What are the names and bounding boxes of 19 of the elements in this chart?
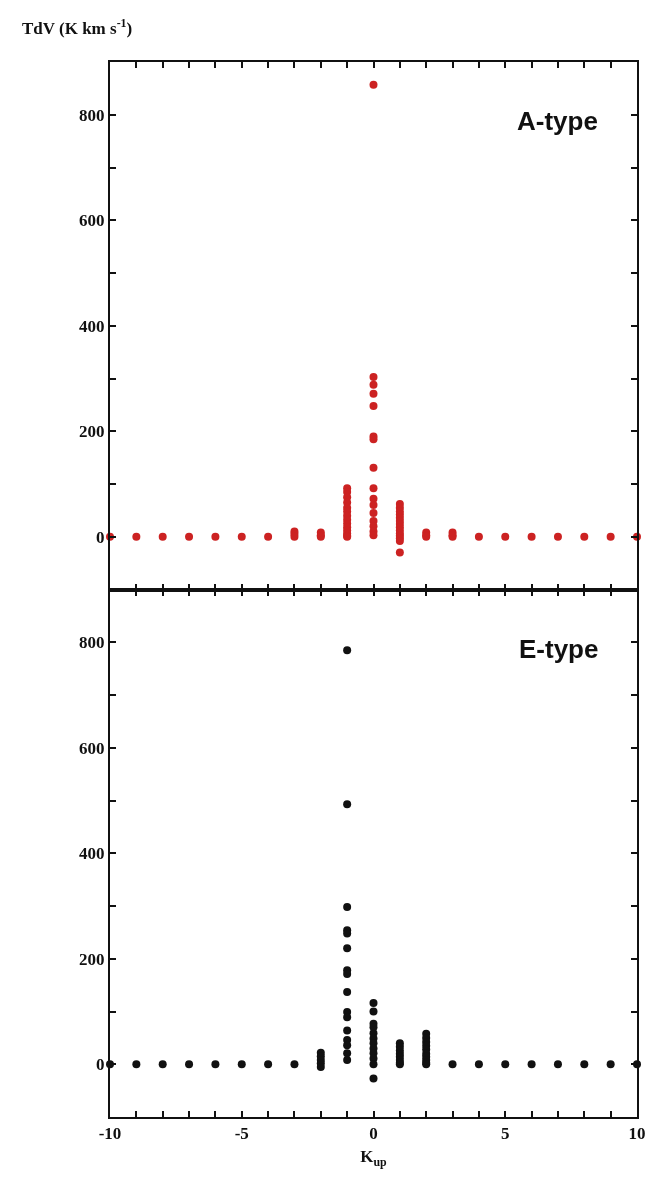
x-tick-label: 5 xyxy=(501,1124,510,1144)
y-tick-label: 600 xyxy=(79,211,105,231)
y-tick-label: 400 xyxy=(79,844,105,864)
y-tick-label: 400 xyxy=(79,316,105,336)
y-tick-label: 0 xyxy=(96,1055,105,1075)
x-axis-title: K$_{up}$ xyxy=(360,1147,388,1169)
y-tick-label: 800 xyxy=(79,633,105,653)
x-tick-label: 0 xyxy=(369,1124,378,1144)
y-tick-label: 200 xyxy=(79,949,105,969)
y-tick-label: 800 xyxy=(79,105,105,125)
y-tick-label: 200 xyxy=(79,422,105,442)
annotation: E-type xyxy=(519,634,599,664)
y-tick-label: 600 xyxy=(79,738,105,758)
y-tick-label: 0 xyxy=(96,527,105,547)
x-tick-label: -5 xyxy=(234,1124,249,1144)
x-tick-label: -10 xyxy=(98,1124,122,1144)
x-tick-label: 10 xyxy=(628,1124,646,1144)
y-axis-title: TdV (K km s$^{-1}$) xyxy=(22,16,133,39)
annotation: A-type xyxy=(517,106,598,136)
